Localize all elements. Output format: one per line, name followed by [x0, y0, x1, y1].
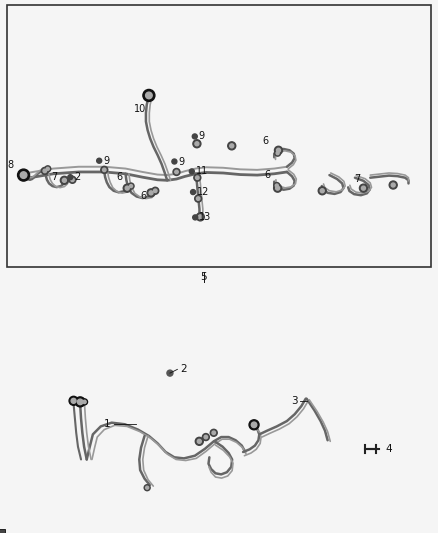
Text: 6: 6: [116, 172, 122, 182]
Circle shape: [20, 172, 27, 179]
Circle shape: [320, 189, 324, 193]
Text: 5: 5: [200, 272, 207, 282]
Text: 7: 7: [354, 174, 360, 184]
Circle shape: [71, 178, 74, 182]
Circle shape: [101, 166, 108, 173]
Text: 6: 6: [263, 136, 269, 146]
Circle shape: [60, 176, 68, 184]
Circle shape: [81, 399, 88, 405]
Circle shape: [125, 186, 129, 190]
Text: 8: 8: [8, 160, 14, 169]
Circle shape: [189, 169, 194, 174]
Circle shape: [230, 144, 234, 148]
Circle shape: [195, 142, 199, 146]
Circle shape: [128, 183, 134, 189]
Circle shape: [192, 134, 197, 139]
Circle shape: [274, 182, 280, 189]
Circle shape: [194, 195, 201, 202]
Circle shape: [389, 181, 397, 189]
Circle shape: [198, 215, 202, 219]
Circle shape: [62, 179, 66, 182]
Circle shape: [318, 187, 326, 195]
Circle shape: [130, 184, 133, 188]
Text: 6: 6: [140, 191, 146, 201]
Circle shape: [274, 184, 282, 192]
Text: 9: 9: [199, 132, 205, 141]
Circle shape: [41, 167, 48, 174]
Text: 7: 7: [51, 172, 57, 182]
Circle shape: [46, 167, 49, 171]
Circle shape: [143, 90, 155, 101]
Text: 3: 3: [291, 396, 298, 406]
Circle shape: [149, 191, 153, 195]
Circle shape: [102, 168, 106, 172]
Circle shape: [75, 397, 85, 407]
Text: 9: 9: [178, 157, 184, 166]
Circle shape: [196, 213, 204, 221]
Circle shape: [251, 422, 257, 427]
Text: 12: 12: [197, 187, 209, 197]
Circle shape: [202, 433, 209, 441]
Circle shape: [68, 175, 73, 180]
Circle shape: [152, 187, 159, 194]
Circle shape: [197, 439, 201, 443]
Circle shape: [391, 183, 395, 187]
Circle shape: [275, 150, 281, 156]
Text: 4: 4: [385, 445, 392, 454]
Circle shape: [276, 152, 279, 155]
Circle shape: [43, 169, 46, 173]
Circle shape: [196, 176, 199, 180]
Circle shape: [275, 146, 283, 154]
Polygon shape: [0, 529, 5, 533]
Circle shape: [276, 186, 279, 190]
Circle shape: [97, 158, 102, 163]
Circle shape: [173, 168, 180, 175]
Circle shape: [167, 370, 173, 376]
Text: 13: 13: [199, 212, 212, 222]
Circle shape: [193, 140, 201, 148]
Circle shape: [146, 486, 148, 489]
Text: 2: 2: [74, 172, 81, 182]
Circle shape: [193, 215, 198, 220]
Circle shape: [195, 437, 203, 446]
Text: 2: 2: [180, 365, 187, 374]
Circle shape: [172, 159, 177, 164]
Circle shape: [147, 189, 155, 197]
Circle shape: [228, 142, 236, 150]
Circle shape: [175, 170, 178, 174]
Circle shape: [360, 184, 367, 192]
Text: 6: 6: [264, 169, 270, 180]
Text: 10: 10: [134, 104, 146, 114]
Text: 9: 9: [103, 156, 110, 166]
Circle shape: [69, 397, 78, 405]
Circle shape: [194, 174, 201, 181]
Circle shape: [78, 399, 83, 405]
Circle shape: [361, 186, 365, 190]
Circle shape: [123, 184, 131, 192]
Circle shape: [144, 484, 150, 491]
Circle shape: [249, 420, 259, 430]
Circle shape: [212, 431, 215, 434]
Polygon shape: [7, 5, 431, 266]
Circle shape: [275, 184, 278, 187]
Circle shape: [71, 398, 76, 403]
Text: 11: 11: [196, 166, 208, 176]
Text: 1: 1: [104, 419, 111, 429]
Circle shape: [69, 176, 76, 183]
Circle shape: [210, 429, 217, 437]
Circle shape: [18, 169, 29, 181]
Circle shape: [154, 189, 157, 192]
Circle shape: [191, 190, 196, 195]
Circle shape: [45, 166, 51, 172]
Circle shape: [204, 435, 208, 439]
Circle shape: [83, 400, 86, 403]
Circle shape: [196, 197, 200, 200]
Circle shape: [145, 92, 152, 99]
Circle shape: [276, 148, 280, 152]
